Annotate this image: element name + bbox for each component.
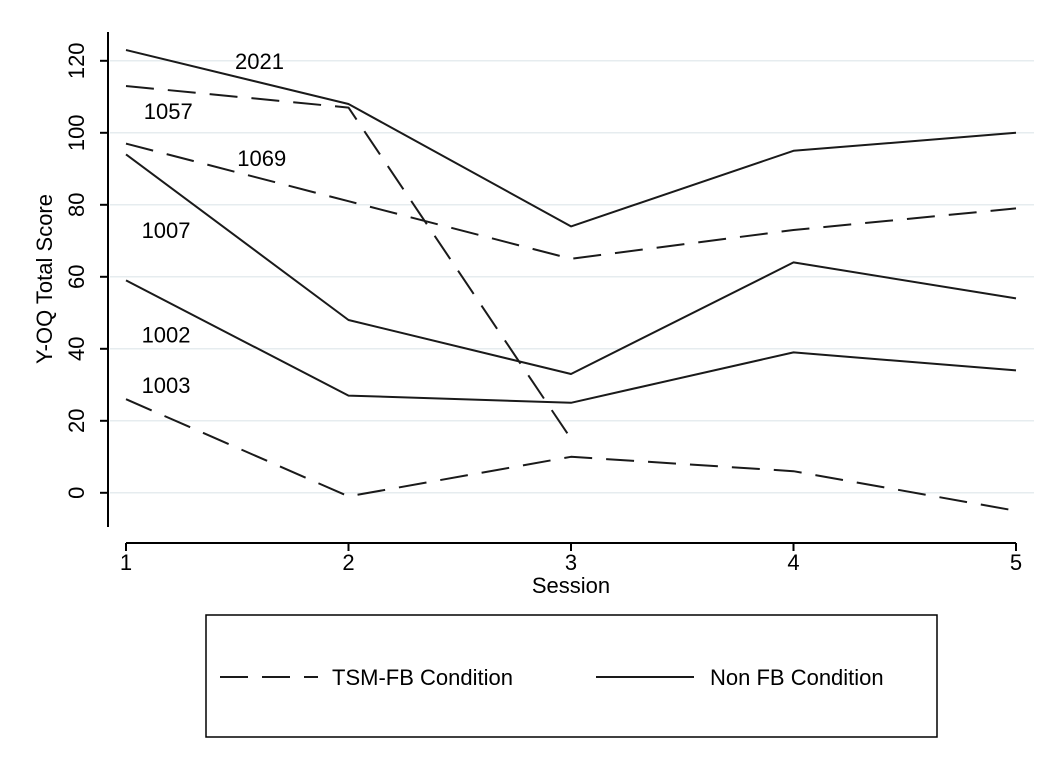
x-axis-title: Session bbox=[532, 573, 610, 598]
y-tick-label: 0 bbox=[64, 487, 89, 499]
series-label: 1007 bbox=[142, 218, 191, 243]
series-line-1002 bbox=[125, 279, 1017, 404]
x-tick-label: 3 bbox=[565, 550, 577, 575]
y-tick-label: 80 bbox=[64, 193, 89, 217]
axes bbox=[107, 32, 1016, 544]
legend-box bbox=[205, 614, 938, 738]
y-axis-title: Y-OQ Total Score bbox=[32, 194, 57, 364]
y-tick-label: 60 bbox=[64, 265, 89, 289]
x-tick-label: 5 bbox=[1010, 550, 1022, 575]
y-tick-label: 100 bbox=[64, 114, 89, 151]
series-line-1007 bbox=[125, 153, 1017, 375]
series-labels: 2021 1057 1069 1007 1002 1003 bbox=[142, 49, 287, 398]
series-label: 2021 bbox=[235, 49, 284, 74]
series-lines bbox=[125, 49, 1017, 512]
y-tick-label: 20 bbox=[64, 409, 89, 433]
y-tick-label: 40 bbox=[64, 337, 89, 361]
legend-label: TSM-FB Condition bbox=[332, 665, 513, 690]
series-line-2021 bbox=[125, 49, 1017, 228]
legend-label: Non FB Condition bbox=[710, 665, 884, 690]
x-tick-label: 2 bbox=[342, 550, 354, 575]
series-line-1057 bbox=[125, 85, 572, 440]
legend: TSM-FB Condition Non FB Condition bbox=[205, 614, 938, 738]
series-label: 1069 bbox=[237, 146, 286, 171]
x-tick-label: 4 bbox=[787, 550, 799, 575]
series-line-1069 bbox=[125, 142, 1017, 260]
series-label: 1003 bbox=[142, 373, 191, 398]
y-tick-label: 120 bbox=[64, 42, 89, 79]
grid-lines bbox=[110, 60, 1034, 494]
x-tick-label: 1 bbox=[120, 550, 132, 575]
series-line-1003 bbox=[125, 398, 1017, 512]
ticks: 0 20 40 60 80 100 120 1 2 3 4 5 bbox=[64, 42, 1022, 575]
series-label: 1057 bbox=[144, 99, 193, 124]
series-label: 1002 bbox=[142, 322, 191, 347]
